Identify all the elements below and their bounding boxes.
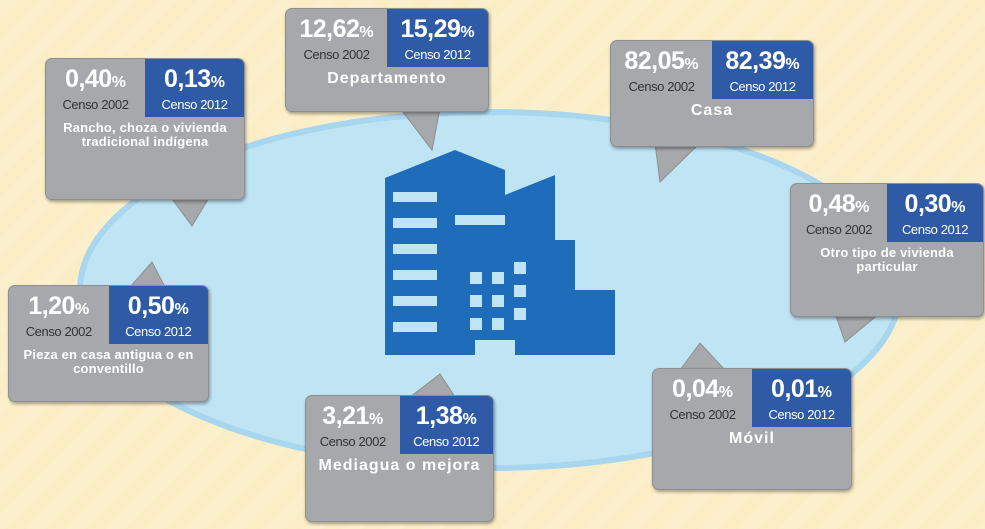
value-cell: 0,04% Censo 2002 — [653, 369, 752, 427]
values-row: 82,05% Censo 2002 82,39% Censo 2012 — [611, 41, 813, 99]
percent-value: 82,39 — [725, 47, 786, 75]
percent-sign: % — [74, 301, 90, 318]
value-cell: 15,29% Censo 2012 — [387, 9, 488, 67]
percent-sign: % — [817, 384, 832, 401]
value-cell: 3,21% Censo 2002 — [306, 396, 400, 454]
dwelling-type: Mediagua o mejora — [318, 457, 481, 474]
percent-value: 0,48 — [808, 190, 856, 218]
percent-sign: % — [684, 56, 699, 73]
percent-value: 15,29 — [400, 15, 461, 43]
value-cell: 82,05% Censo 2002 — [611, 41, 712, 99]
value-cell: 0,13% Censo 2012 — [145, 59, 244, 117]
value-cell: 1,20% Censo 2002 — [9, 286, 109, 344]
census-label: Censo 2002 — [628, 79, 695, 94]
percent-value: 3,21 — [322, 402, 369, 430]
census-label: Censo 2012 — [768, 407, 835, 422]
values-row: 3,21% Censo 2002 1,38% Censo 2012 — [306, 396, 493, 454]
census-label: Censo 2002 — [669, 407, 736, 422]
census-label: Censo 2002 — [62, 97, 129, 112]
dwelling-type: Móvil — [729, 430, 775, 447]
census-label: Censo 2002 — [805, 222, 873, 237]
dwelling-type: Departamento — [327, 70, 447, 87]
value-cell: 82,39% Censo 2012 — [712, 41, 813, 99]
census-label: Censo 2012 — [729, 79, 796, 94]
percent-value: 12,62 — [299, 15, 360, 43]
dwelling-type: Casa — [690, 102, 734, 119]
value-cell: 1,38% Censo 2012 — [399, 396, 493, 454]
percent-value: 1,20 — [28, 292, 75, 320]
percent-sign: % — [368, 411, 384, 428]
values-row: 12,62% Censo 2002 15,29% Censo 2012 — [286, 9, 488, 67]
value-cell: 0,30% Censo 2012 — [887, 184, 983, 242]
percent-sign: % — [951, 199, 966, 216]
callout: 3,21% Censo 2002 1,38% Censo 2012 Mediagua o… — [305, 395, 494, 522]
value-cell: 0,01% Censo 2012 — [752, 369, 851, 427]
dwelling-type: Pieza en casa antigua o en conventillo — [23, 347, 194, 376]
percent-sign: % — [785, 56, 800, 73]
percent-sign: % — [718, 384, 733, 401]
percent-value: 0,13 — [164, 65, 211, 93]
percent-value: 0,04 — [672, 375, 719, 403]
census-label: Censo 2002 — [303, 47, 370, 62]
percent-sign: % — [462, 411, 477, 428]
dwelling-type: Rancho, choza o vivienda tradicional ind… — [63, 120, 227, 149]
census-label: Censo 2012 — [404, 47, 471, 62]
census-label: Censo 2012 — [901, 222, 969, 237]
percent-sign: % — [460, 24, 475, 41]
percent-sign: % — [111, 74, 126, 91]
callout-tails — [128, 107, 882, 398]
percent-sign: % — [210, 74, 225, 91]
callout: 82,05% Censo 2002 82,39% Censo 2012 Casa — [610, 40, 814, 147]
percent-value: 0,40 — [65, 65, 112, 93]
callout: 0,48% Censo 2002 0,30% Censo 2012 Otro tipo … — [790, 183, 984, 317]
percent-value: 82,05 — [624, 47, 685, 75]
values-row: 0,40% Censo 2002 0,13% Censo 2012 — [46, 59, 244, 117]
building-icon — [385, 150, 615, 355]
percent-sign: % — [359, 24, 374, 41]
census-label: Censo 2012 — [125, 324, 192, 339]
percent-sign: % — [174, 301, 189, 318]
values-row: 0,48% Censo 2002 0,30% Censo 2012 — [791, 184, 983, 242]
census-label: Censo 2012 — [161, 97, 228, 112]
census-label: Censo 2002 — [25, 324, 93, 339]
percent-value: 0,30 — [904, 190, 952, 218]
callout: 0,40% Censo 2002 0,13% Censo 2012 Rancho, ch… — [45, 58, 245, 200]
value-cell: 0,50% Censo 2012 — [108, 286, 208, 344]
percent-value: 0,01 — [771, 375, 818, 403]
values-row: 1,20% Censo 2002 0,50% Censo 2012 — [9, 286, 208, 344]
census-label: Censo 2012 — [413, 434, 480, 449]
callout: 0,04% Censo 2002 0,01% Censo 2012 Móvil — [652, 368, 852, 490]
callout: 12,62% Censo 2002 15,29% Censo 2012 Departam… — [285, 8, 489, 112]
percent-sign: % — [855, 199, 870, 216]
callout: 1,20% Censo 2002 0,50% Censo 2012 Pieza en c… — [8, 285, 209, 402]
value-cell: 12,62% Censo 2002 — [286, 9, 387, 67]
values-row: 0,04% Censo 2002 0,01% Censo 2012 — [653, 369, 851, 427]
percent-value: 0,50 — [127, 292, 175, 320]
value-cell: 0,48% Censo 2002 — [791, 184, 887, 242]
value-cell: 0,40% Censo 2002 — [46, 59, 145, 117]
percent-value: 1,38 — [415, 402, 463, 430]
census-label: Censo 2002 — [319, 434, 387, 449]
dwelling-type: Otro tipo de vivienda particular — [820, 245, 954, 274]
